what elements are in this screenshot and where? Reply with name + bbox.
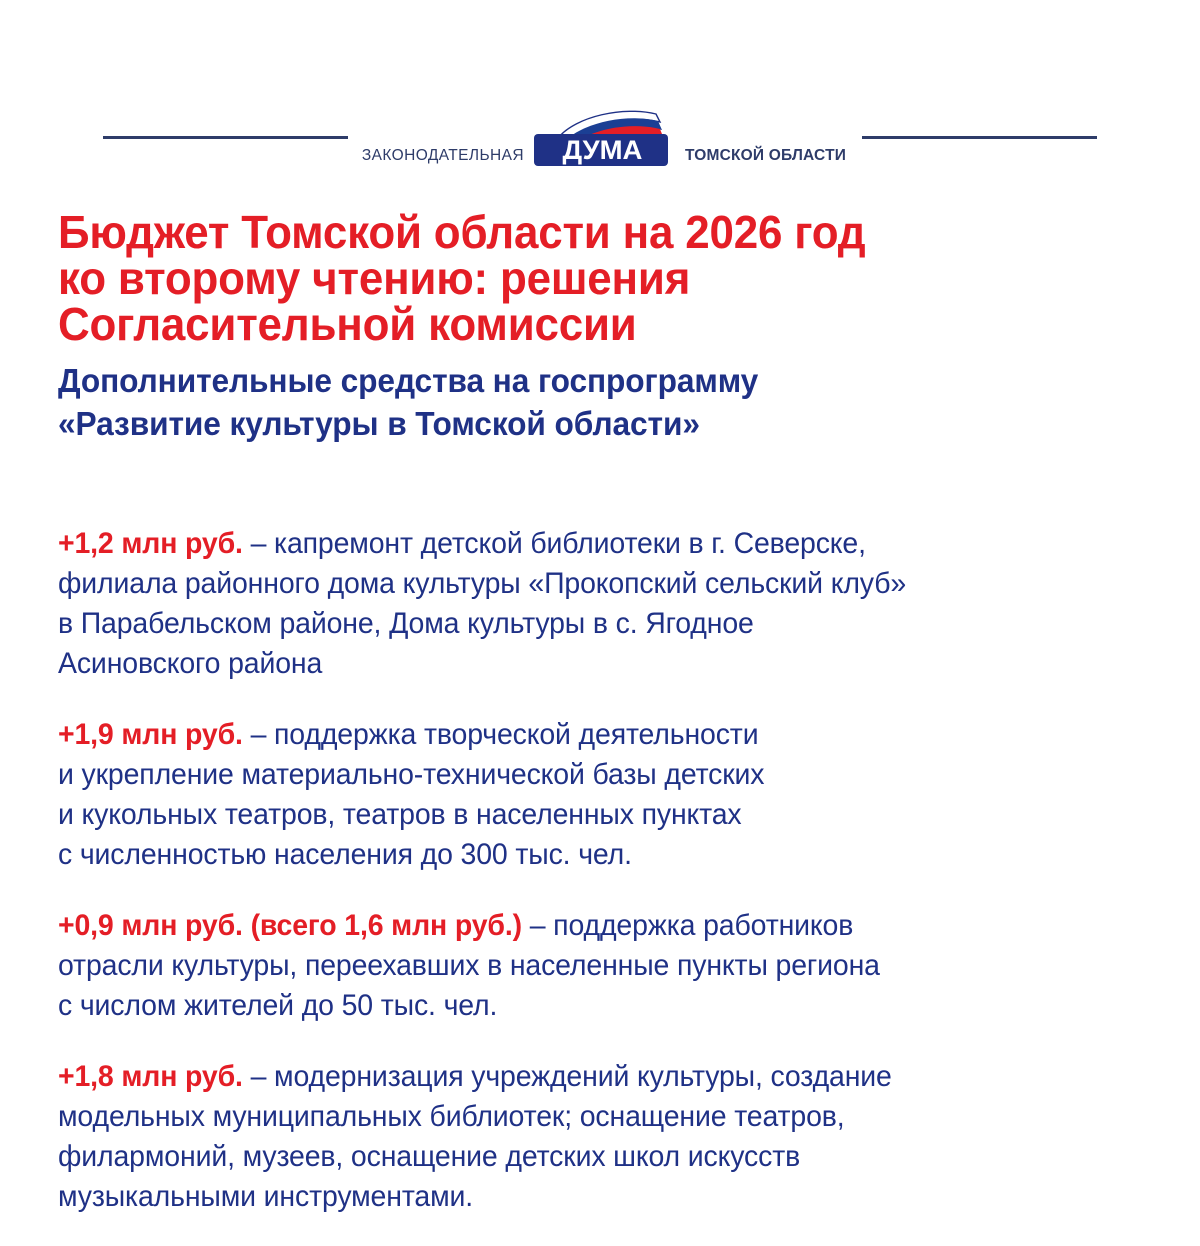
funding-item: +1,9 млн руб. – поддержка творческой дея… bbox=[58, 715, 1052, 875]
infographic-page: ЗАКОНОДАТЕЛЬНАЯ ДУМА ТОМСКОЙ ОБЛАСТИ bbox=[0, 104, 1200, 1213]
page-title-line: Согласительной комиссии bbox=[58, 297, 637, 350]
header-rule-left bbox=[102, 135, 348, 139]
page-subtitle-line: Дополнительные средства на госпрограмму bbox=[58, 362, 759, 400]
funding-amount: +1,9 млн руб. bbox=[58, 717, 243, 751]
funding-item-text: филиала районного дома культуры «Прокопс… bbox=[58, 566, 907, 600]
page-title-line: ко второму чтению: решения bbox=[58, 251, 691, 304]
page-subtitle-line: «Развитие культуры в Томской области» bbox=[58, 405, 700, 443]
funding-item-text: – модернизация учреждений культуры, созд… bbox=[242, 1059, 892, 1093]
page-title: Бюджет Томской области на 2026 год ко вт… bbox=[58, 209, 1023, 347]
org-name-prefix: ЗАКОНОДАТЕЛЬНАЯ bbox=[361, 146, 524, 164]
header-logo-lockup: ЗАКОНОДАТЕЛЬНАЯ ДУМА ТОМСКОЙ ОБЛАСТИ bbox=[0, 104, 1200, 170]
funding-item-first-line: +1,9 млн руб. – поддержка творческой дея… bbox=[58, 715, 1052, 755]
funding-item-text: модельных муниципальных библиотек; оснащ… bbox=[58, 1099, 845, 1133]
org-name-suffix: ТОМСКОЙ ОБЛАСТИ bbox=[684, 146, 847, 164]
funding-item: +1,8 млн руб. – модернизация учреждений … bbox=[58, 1057, 1052, 1217]
funding-item-text: и кукольных театров, театров в населенны… bbox=[58, 797, 742, 831]
header-rule-right bbox=[862, 135, 1098, 139]
funding-item-text: с численностью населения до 300 тыс. чел… bbox=[58, 837, 632, 871]
funding-amount: +0,9 млн руб. (всего 1,6 млн руб.) bbox=[58, 908, 522, 942]
funding-item-text: Асиновского района bbox=[58, 646, 323, 680]
funding-item-first-line: +1,2 млн руб. – капремонт детской библио… bbox=[58, 524, 1052, 564]
page-title-line: Бюджет Томской области на 2026 год bbox=[58, 205, 866, 258]
funding-item-text: музыкальными инструментами. bbox=[58, 1179, 474, 1213]
funding-item-text: – капремонт детской библиотеки в г. Севе… bbox=[242, 526, 866, 560]
page-subtitle: Дополнительные средства на госпрограмму … bbox=[58, 359, 1028, 445]
funding-item-text: филармоний, музеев, оснащение детских шк… bbox=[58, 1139, 801, 1173]
duma-wordmark-icon: ДУМА bbox=[528, 108, 680, 170]
funding-item-text: в Парабельском районе, Дома культуры в с… bbox=[58, 606, 754, 640]
funding-item-text: и укрепление материально-технической баз… bbox=[58, 757, 765, 791]
funding-item-text: – поддержка творческой деятельности bbox=[242, 717, 759, 751]
duma-logo: ЗАКОНОДАТЕЛЬНАЯ ДУМА ТОМСКОЙ ОБЛАСТИ bbox=[362, 104, 846, 170]
funding-amount: +1,2 млн руб. bbox=[58, 526, 243, 560]
funding-item-text: с числом жителей до 50 тыс. чел. bbox=[58, 988, 498, 1022]
funding-item-first-line: +1,8 млн руб. – модернизация учреждений … bbox=[58, 1057, 1052, 1097]
funding-item-first-line: +0,9 млн руб. (всего 1,6 млн руб.) – под… bbox=[58, 906, 1052, 946]
funding-item-text: – поддержка работников bbox=[521, 908, 854, 942]
funding-amount: +1,8 млн руб. bbox=[58, 1059, 243, 1093]
svg-text:ДУМА: ДУМА bbox=[562, 134, 642, 165]
funding-item-text: отрасли культуры, переехавших в населенн… bbox=[58, 948, 880, 982]
funding-items-list: +1,2 млн руб. – капремонт детской библио… bbox=[58, 494, 1088, 1246]
funding-item: +1,2 млн руб. – капремонт детской библио… bbox=[58, 524, 1052, 684]
funding-item: +0,9 млн руб. (всего 1,6 млн руб.) – под… bbox=[58, 906, 1052, 1026]
